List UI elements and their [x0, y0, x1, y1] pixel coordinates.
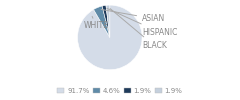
- Text: WHITE: WHITE: [84, 16, 108, 30]
- Wedge shape: [94, 6, 110, 37]
- Text: ASIAN: ASIAN: [101, 9, 165, 23]
- Wedge shape: [78, 5, 142, 70]
- Wedge shape: [102, 5, 110, 37]
- Legend: 91.7%, 4.6%, 1.9%, 1.9%: 91.7%, 4.6%, 1.9%, 1.9%: [55, 85, 185, 96]
- Text: HISPANIC: HISPANIC: [107, 8, 177, 37]
- Wedge shape: [106, 5, 110, 37]
- Text: BLACK: BLACK: [110, 9, 167, 50]
